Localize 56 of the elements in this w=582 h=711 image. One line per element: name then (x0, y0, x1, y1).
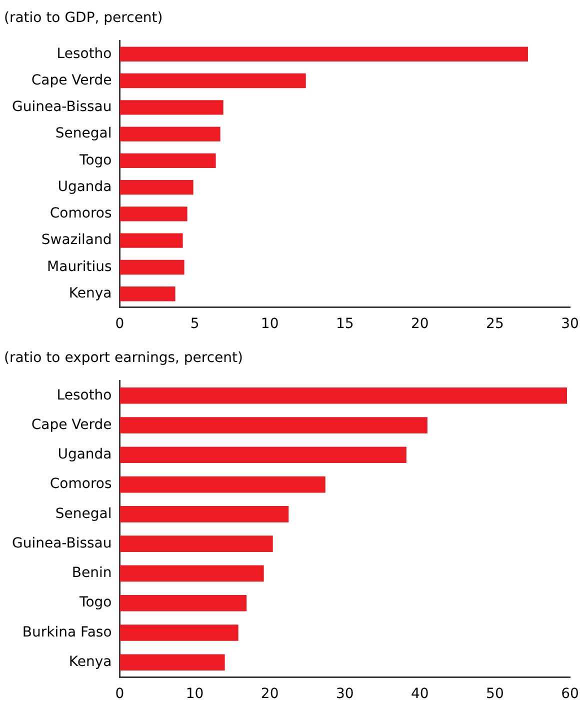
y-tick-label: Lesotho (56, 387, 112, 404)
x-tick-label: 10 (260, 316, 279, 332)
bar (120, 476, 326, 493)
bar (120, 536, 273, 552)
bar (120, 233, 183, 248)
y-tick-label: Senegal (55, 506, 112, 522)
x-tick-label: 15 (336, 316, 354, 332)
y-tick-label: Uganda (58, 178, 112, 195)
bar (120, 387, 567, 404)
bar (120, 153, 216, 168)
x-tick-label: 10 (186, 686, 204, 702)
y-tick-label: Cape Verde (31, 72, 112, 88)
bar (120, 46, 528, 62)
y-tick-label: Benin (72, 565, 112, 582)
bar (120, 100, 224, 115)
x-tick-label: 0 (115, 316, 124, 332)
y-tick-label: Comoros (50, 206, 112, 222)
x-tick-label: 40 (411, 686, 429, 702)
x-tick-label: 20 (260, 686, 279, 702)
y-tick-label: Mauritius (47, 258, 112, 275)
y-tick-label: Comoros (50, 476, 112, 492)
y-tick-label: Guinea-Bissau (12, 535, 112, 552)
y-tick-label: Senegal (55, 126, 112, 142)
y-tick-label: Cape Verde (31, 416, 112, 433)
chart-title: (ratio to GDP, percent) (4, 10, 163, 26)
y-tick-label: Guinea-Bissau (12, 99, 112, 116)
bar (120, 506, 289, 522)
x-tick-label: 20 (411, 316, 429, 332)
y-tick-label: Togo (78, 594, 112, 611)
y-tick-label: Togo (78, 152, 112, 168)
x-tick-label: 5 (190, 316, 200, 332)
bar (120, 73, 306, 88)
bar (120, 417, 428, 434)
x-tick-label: 0 (115, 686, 124, 702)
bar (120, 446, 406, 464)
chart-title: (ratio to export earnings, percent) (4, 350, 243, 366)
y-tick-label: Lesotho (56, 46, 112, 62)
y-tick-label: Swaziland (41, 232, 112, 248)
x-tick-label: 60 (561, 686, 579, 702)
y-tick-label: Burkina Faso (22, 624, 112, 640)
bar (120, 286, 176, 302)
x-tick-label: 30 (336, 686, 354, 702)
bar (120, 594, 247, 612)
bar (120, 206, 188, 222)
bar (120, 654, 225, 671)
x-tick-label: 30 (561, 316, 579, 332)
x-tick-label: 25 (486, 316, 504, 332)
bar (120, 126, 220, 142)
y-tick-label: Kenya (68, 654, 112, 670)
x-tick-label: 50 (486, 686, 504, 702)
bar (120, 565, 264, 582)
bar (120, 180, 194, 195)
bar (120, 260, 184, 275)
bar (120, 624, 238, 641)
y-tick-label: Uganda (58, 446, 112, 463)
y-tick-label: Kenya (68, 286, 112, 302)
